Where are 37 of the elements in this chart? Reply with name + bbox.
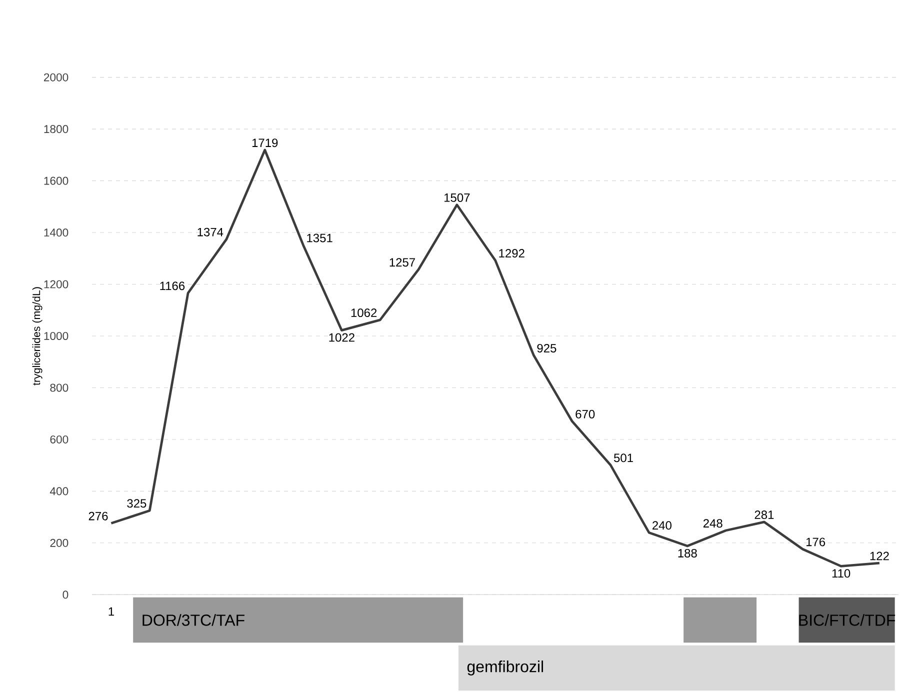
text: DOR/3TC/TAF [142,614,244,626]
data-label: 1351 [307,234,332,242]
y-tick-label: 1600 [44,176,68,185]
y-tick-label: 1000 [44,332,68,340]
y-tick-label: 400 [50,487,68,496]
data-label: 281 [754,510,774,520]
data-label: 670 [576,410,595,418]
y-tick-label: 2000 [44,73,68,82]
data-label: 1374 [198,228,224,236]
y-tick-label: 800 [50,384,68,392]
data-label: 501 [614,454,633,462]
data-label: 1062 [351,308,377,318]
y-tick-label: 1400 [44,228,68,237]
data-label: 1257 [390,258,415,267]
data-label: 1166 [160,282,185,290]
data-label: 248 [703,519,722,528]
data-label: 188 [678,548,697,558]
y-tick-label: 200 [50,538,68,547]
y-axis-title: trygliceriides (mg/dL) [32,287,42,386]
y-tick-label: 1800 [44,125,68,134]
data-label: 925 [537,344,556,352]
data-label: 325 [127,499,146,508]
data-label: 110 [832,569,850,578]
data-label: 1507 [444,193,470,202]
data-label: 1292 [499,249,524,258]
data-label: 1719 [252,138,278,148]
text: BIC/FTC/TDF [799,614,896,626]
y-tick-label: 0 [62,590,68,599]
data-label: 1022 [329,333,354,342]
x-tick-label: 1 [108,607,114,616]
data-label: 122 [870,552,889,560]
data-label: 240 [652,521,672,530]
data-label: 176 [806,538,826,546]
text: gemfibrozil [467,660,544,676]
data-label: 276 [88,512,108,520]
y-tick-label: 1200 [44,280,68,288]
y-tick-label: 600 [50,435,68,444]
